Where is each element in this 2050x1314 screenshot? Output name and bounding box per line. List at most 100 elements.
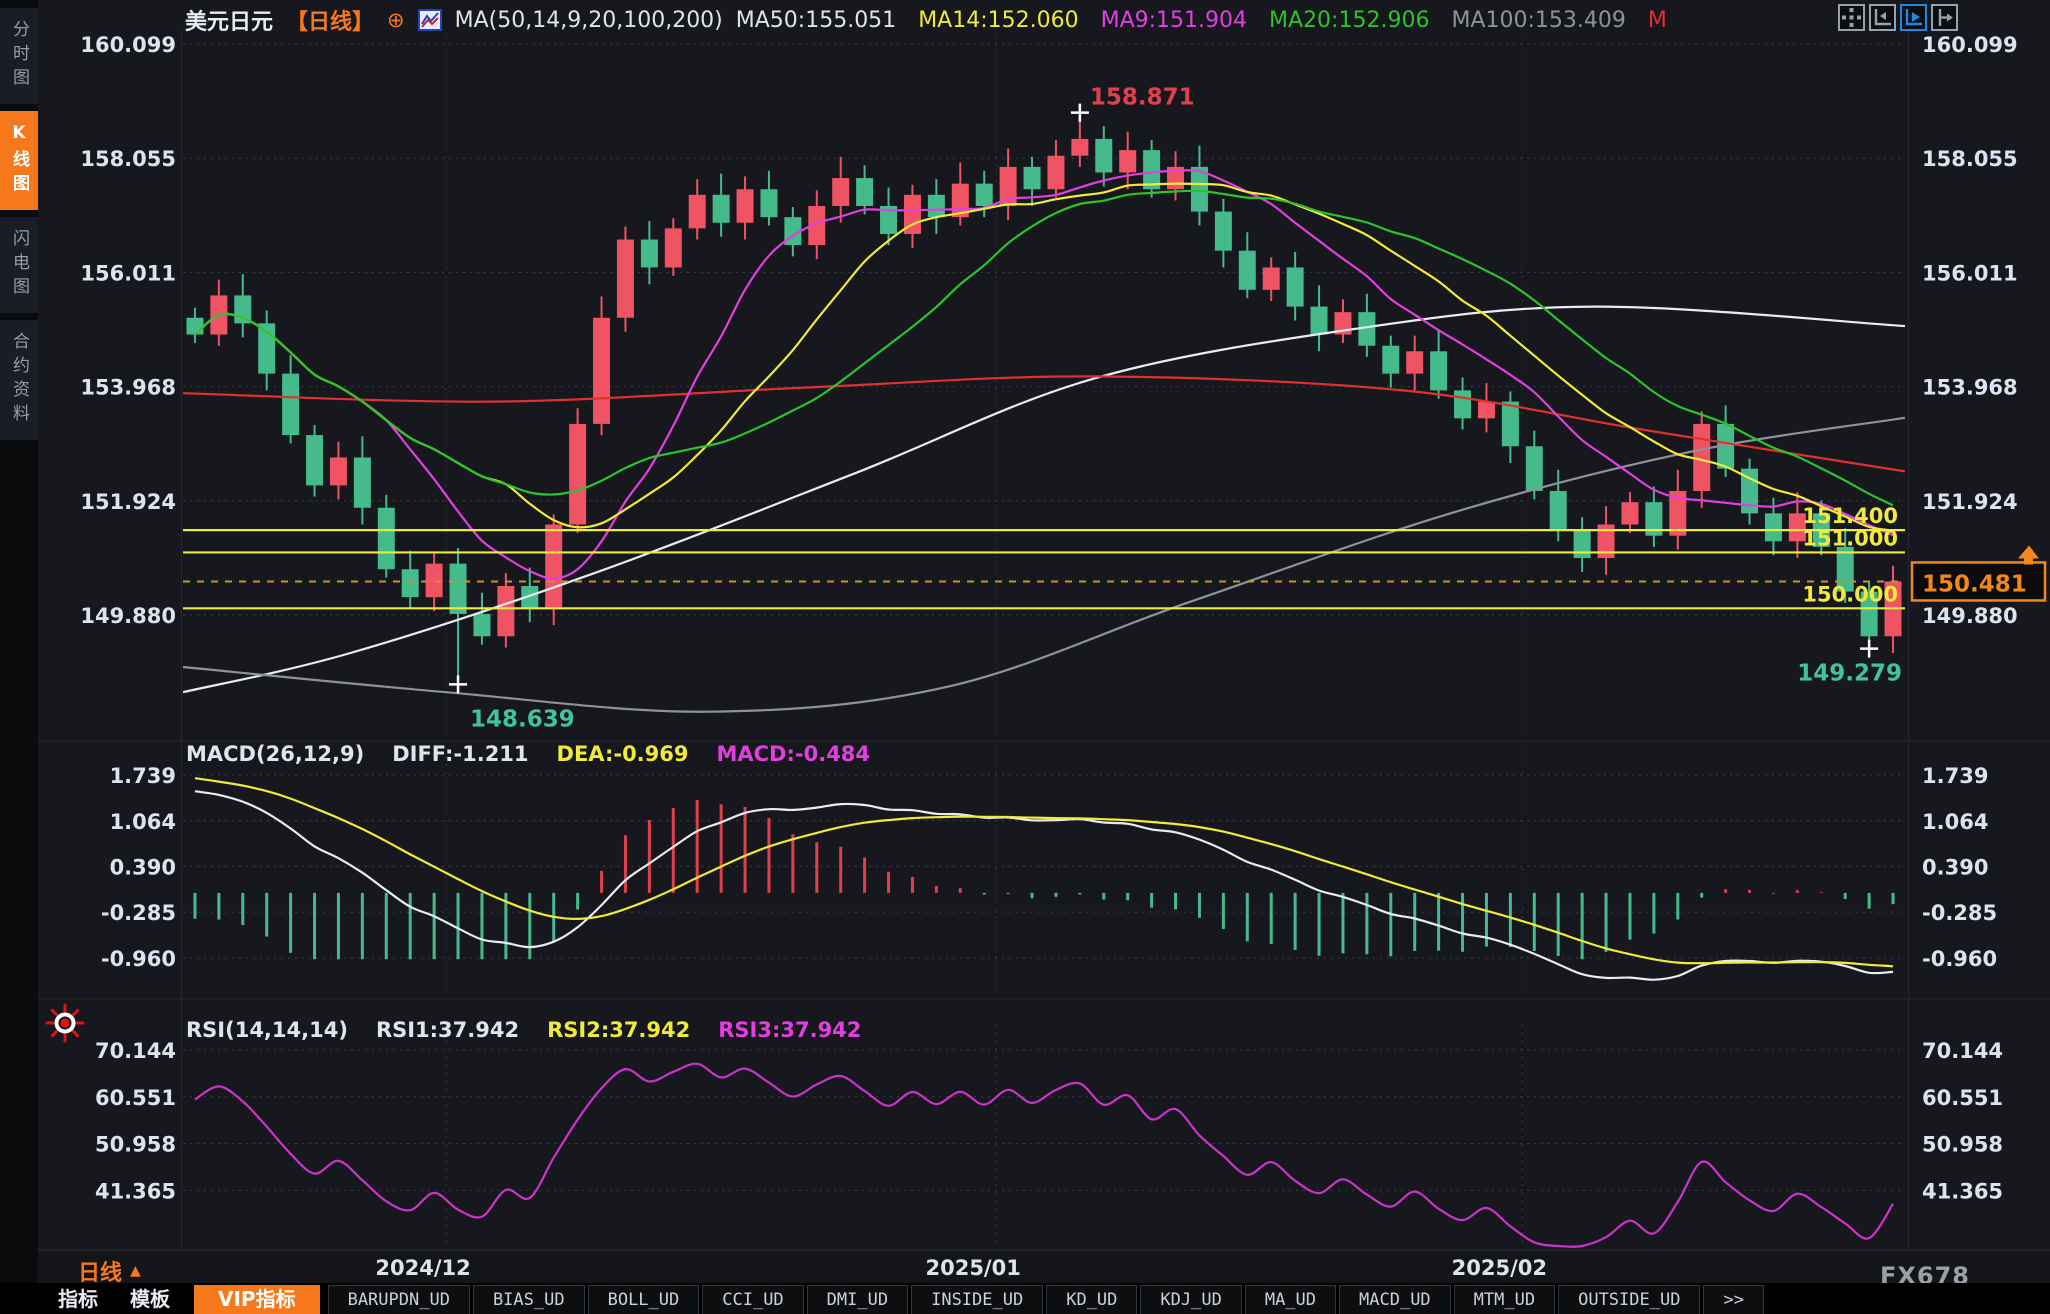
sidebar-item-tab[interactable]: 合约资料: [0, 320, 38, 440]
y-tick-label-left: 41.365: [95, 1179, 176, 1203]
candle-body: [1286, 267, 1304, 307]
candle-body: [1764, 513, 1782, 542]
indicator-tab[interactable]: INSIDE_UD: [911, 1285, 1044, 1314]
indicator-tab[interactable]: OUTSIDE_UD: [1558, 1285, 1701, 1314]
y-tick-label-left: 153.968: [80, 376, 176, 400]
y-tick-label-right: 1.739: [1922, 764, 1988, 788]
indicator-tab[interactable]: >>: [1703, 1285, 1764, 1314]
candles-layer: [186, 112, 1902, 685]
indicator-tab[interactable]: MTM_UD: [1453, 1285, 1556, 1314]
add-indicator-icon[interactable]: ⊕: [387, 8, 405, 32]
x-axis-month-label: 2025/01: [925, 1256, 1021, 1280]
rsi2-value: RSI2:37.942: [547, 1018, 691, 1042]
x-axis-month-label: 2024/12: [375, 1256, 471, 1280]
candle-body: [1023, 166, 1041, 190]
macd-dea-line: [194, 777, 1894, 968]
level-label: 151.400: [1802, 504, 1898, 528]
indicator-tab[interactable]: MA_UD: [1244, 1285, 1337, 1314]
candle-body: [688, 194, 706, 229]
level-label: 151.000: [1802, 526, 1898, 550]
indicator-tab[interactable]: DMI_UD: [806, 1285, 909, 1314]
sidebar: 分时图 K线图闪电图合约资料: [0, 0, 38, 1314]
y-tick-label-right: -0.960: [1922, 947, 1997, 971]
ma-value-label: MA50:155.051: [735, 7, 897, 33]
y-tick-label-right: 60.551: [1922, 1086, 2003, 1110]
candle-body: [712, 194, 730, 223]
candle-body: [1214, 211, 1232, 251]
indicator-tab[interactable]: BIAS_UD: [472, 1285, 585, 1314]
candle-body: [282, 373, 300, 436]
sidebar-item-active[interactable]: K线图: [0, 111, 38, 210]
indicator-tab[interactable]: KD_UD: [1046, 1285, 1138, 1314]
indicator-tab[interactable]: KDJ_UD: [1140, 1285, 1242, 1314]
indicator-tab[interactable]: MACD_UD: [1339, 1285, 1451, 1314]
y-tick-label-left: 1.739: [110, 764, 176, 788]
axis-play-icon[interactable]: [1900, 4, 1927, 31]
macd-macd-value: MACD:-0.484: [716, 742, 871, 766]
candle-body: [1788, 513, 1806, 542]
level-label: 150.000: [1802, 582, 1898, 606]
y-tick-label-right: 158.055: [1922, 147, 2018, 171]
y-tick-label-right: 50.958: [1922, 1133, 2003, 1157]
indicator-tab[interactable]: CCI_UD: [702, 1285, 804, 1314]
sidebar-item-tab[interactable]: 闪电图: [0, 217, 38, 313]
candle-body: [1836, 546, 1854, 592]
y-tick-label-left: -0.960: [101, 947, 176, 971]
candle-body: [616, 239, 634, 318]
ma-line-ma50: [183, 305, 1905, 694]
candle-body: [1358, 312, 1376, 346]
sidebar-item-label: 分时图: [9, 20, 29, 92]
sidebar-item-tab[interactable]: 分时图: [0, 8, 38, 104]
axis-scale-icon[interactable]: [1869, 4, 1896, 31]
price-header: 美元日元 【日线】 ⊕ MA(50,14,9,20,100,200) MA50:…: [185, 5, 1667, 36]
y-tick-label-right: 41.365: [1922, 1179, 2003, 1203]
indicator-tab[interactable]: BOLL_UD: [587, 1285, 700, 1314]
candle-body: [306, 435, 324, 486]
indicator-tab[interactable]: BARUPDN_UD: [327, 1285, 470, 1314]
tab-vip-indicators[interactable]: VIP指标: [194, 1285, 320, 1314]
ma-value-label: M: [1647, 7, 1667, 33]
pan-crosshair-icon[interactable]: [1838, 4, 1865, 31]
indicator-tab[interactable]: 模板: [130, 1287, 170, 1311]
candle-body: [1262, 267, 1280, 290]
candle-body: [1047, 155, 1065, 190]
candle-body: [473, 613, 491, 637]
candle-body: [1645, 502, 1663, 536]
candle-body: [1190, 166, 1208, 212]
candle-body: [1406, 351, 1424, 374]
candle-body: [1238, 250, 1256, 290]
rsi-title: RSI(14,14,14): [186, 1018, 348, 1042]
candle-body: [1143, 150, 1161, 190]
ma-line-ma9: [194, 169, 1894, 580]
rsi-line: [194, 1062, 1894, 1248]
macd-diff-value: DIFF:-1.211: [392, 742, 529, 766]
candle-body: [1430, 351, 1448, 391]
axis-shift-icon[interactable]: [1931, 4, 1958, 31]
y-tick-label-right: 160.099: [1922, 33, 2018, 57]
candle-body: [880, 205, 898, 234]
period-selector[interactable]: 日线 ▲: [78, 1255, 141, 1287]
ma-value-label: MA20:152.906: [1269, 7, 1430, 33]
y-tick-label-right: 149.880: [1922, 604, 2018, 628]
current-price-box: [1910, 561, 2047, 602]
high-annotation: 158.871: [1090, 85, 1195, 111]
alert-pulse-icon[interactable]: [42, 1000, 88, 1050]
chart-type-icon[interactable]: [417, 8, 442, 32]
candle-body: [1501, 401, 1519, 447]
candle-body: [736, 189, 754, 223]
candle-body: [1119, 150, 1137, 173]
y-tick-label-left: 0.390: [110, 855, 176, 879]
candle-body: [927, 194, 945, 218]
ma-value-label: MA9:151.904: [1100, 7, 1248, 33]
candle-body: [1071, 138, 1089, 156]
ma-line-ma100: [183, 416, 1905, 713]
candle-body: [975, 183, 993, 206]
period-tag[interactable]: 【日线】: [286, 10, 375, 35]
y-tick-label-left: 70.144: [95, 1039, 176, 1063]
candle-body: [1549, 490, 1567, 531]
indicator-tab[interactable]: 指标: [58, 1287, 98, 1311]
candle-body: [1310, 306, 1328, 335]
candle-body: [1693, 423, 1711, 491]
